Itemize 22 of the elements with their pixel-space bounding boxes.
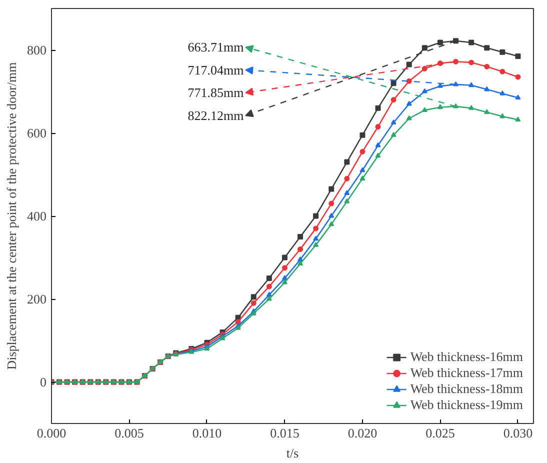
legend-label: Web thickness-16mm: [410, 349, 523, 365]
y-axis-title: Displacement at the center point of the protective door/mm: [4, 62, 19, 370]
legend-label: Web thickness-19mm: [410, 397, 523, 413]
x-axis-title: t/s: [286, 446, 299, 460]
y-tick-label: 400: [27, 208, 46, 224]
y-tick-label: 200: [27, 292, 46, 306]
x-tick-label: 0.030: [503, 426, 533, 440]
annotation: 717.04mm: [188, 62, 244, 78]
x-tick-label: 0.020: [348, 426, 378, 440]
y-tick-label: 600: [27, 126, 46, 140]
legend-label: Web thickness-18mm: [410, 381, 523, 397]
x-tick-label: 0.010: [192, 426, 222, 440]
annotation: 771.85mm: [188, 85, 244, 100]
y-tick-label: 800: [27, 42, 46, 58]
x-tick-label: 0.000: [36, 426, 66, 440]
x-tick-label: 0.005: [114, 426, 144, 440]
legend-label: Web thickness-17mm: [410, 365, 523, 381]
y-tick-label: 0: [40, 374, 46, 390]
annotation: 663.71mm: [188, 40, 244, 55]
x-tick-label: 0.025: [426, 426, 455, 440]
annotation: 822.12mm: [188, 108, 244, 124]
x-tick-label: 0.015: [270, 426, 300, 440]
